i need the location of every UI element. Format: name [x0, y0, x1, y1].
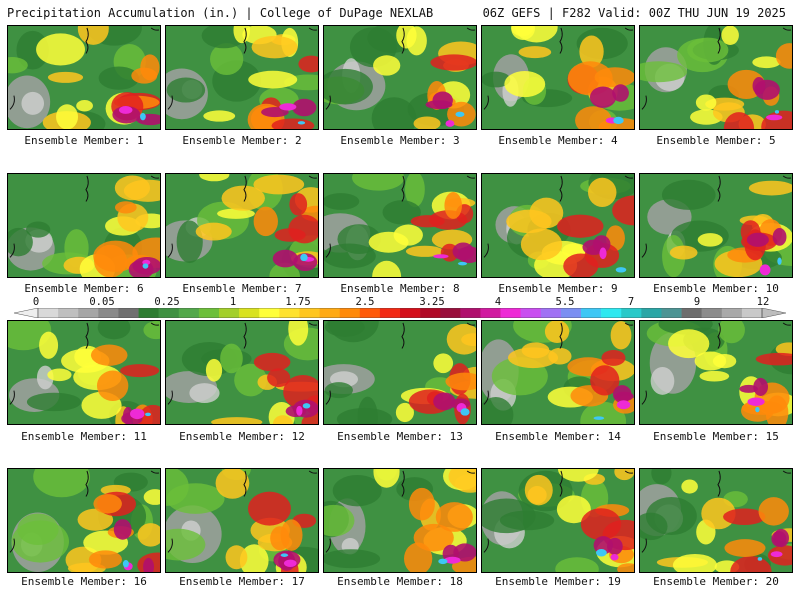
member-caption-15: Ensemble Member: 15: [653, 430, 779, 443]
member-caption-16: Ensemble Member: 16: [21, 575, 147, 588]
colorbar-cell: [339, 308, 361, 318]
colorbar-cell: [601, 308, 622, 318]
colorbar-cell: [98, 308, 119, 318]
member-caption-17: Ensemble Member: 17: [179, 575, 305, 588]
colorbar-cell: [701, 308, 723, 318]
colorbar-cell: [58, 308, 79, 318]
colorbar-cell: [440, 308, 461, 318]
member-caption-8: Ensemble Member: 8: [340, 282, 460, 295]
colorbar-cell: [741, 308, 763, 318]
colorbar-tick-label: 1: [229, 296, 237, 308]
ensemble-map-16: [7, 468, 161, 573]
member-caption-20: Ensemble Member: 20: [653, 575, 779, 588]
ensemble-map-3: [323, 25, 477, 130]
colorbar-cell: [118, 308, 139, 318]
member-caption-13: Ensemble Member: 13: [337, 430, 463, 443]
colorbar-cell: [219, 308, 240, 318]
colorbar-tick-label: 9: [693, 296, 701, 308]
colorbar-cell: [379, 308, 401, 318]
colorbar-tick-label: 0: [32, 296, 40, 308]
colorbar-tick-label: 12: [756, 296, 770, 308]
ensemble-map-1: [7, 25, 161, 130]
member-caption-12: Ensemble Member: 12: [179, 430, 305, 443]
ensemble-map-17: [165, 468, 319, 573]
colorbar-cell: [78, 308, 99, 318]
member-caption-6: Ensemble Member: 6: [24, 282, 144, 295]
colorbar-cell: [560, 308, 582, 318]
colorbar-tick-label: 0.25: [154, 296, 180, 308]
colorbar-cell: [721, 308, 743, 318]
colorbar-tick-label: 2.5: [355, 296, 375, 308]
colorbar-cell: [621, 308, 642, 318]
colorbar-min-arrow: [14, 308, 39, 318]
colorbar-cell: [299, 308, 320, 318]
member-caption-14: Ensemble Member: 14: [495, 430, 621, 443]
ensemble-map-4: [481, 25, 635, 130]
colorbar-cell: [400, 308, 421, 318]
ensemble-map-19: [481, 468, 635, 573]
ensemble-map-2: [165, 25, 319, 130]
colorbar-cell: [38, 308, 59, 318]
member-caption-1: Ensemble Member: 1: [24, 134, 144, 147]
colorbar-tick-label: 0.05: [89, 296, 115, 308]
ensemble-map-5: [639, 25, 793, 130]
colorbar-tick-label: 3.25: [419, 296, 445, 308]
colorbar-cell: [198, 308, 220, 318]
map-title: Precipitation Accumulation (in.) | Colle…: [7, 6, 434, 20]
colorbar-cell: [460, 308, 481, 318]
ensemble-map-18: [323, 468, 477, 573]
ensemble-map-9: [481, 173, 635, 278]
member-caption-18: Ensemble Member: 18: [337, 575, 463, 588]
colorbar-cell: [581, 308, 602, 318]
colorbar-cell: [520, 308, 542, 318]
member-caption-11: Ensemble Member: 11: [21, 430, 147, 443]
ensemble-map-8: [323, 173, 477, 278]
colorbar-cell: [500, 308, 521, 318]
colorbar-tick-label: 5.5: [555, 296, 575, 308]
colorbar-cell: [540, 308, 562, 318]
colorbar-cell: [259, 308, 280, 318]
colorbar-cell: [480, 308, 501, 318]
member-caption-5: Ensemble Member: 5: [656, 134, 776, 147]
colorbar-cell: [681, 308, 702, 318]
ensemble-map-13: [323, 320, 477, 425]
colorbar-tick-label: 1.75: [285, 296, 311, 308]
colorbar-cell: [178, 308, 200, 318]
colorbar-cell: [359, 308, 381, 318]
colorbar-cell: [158, 308, 180, 318]
member-caption-4: Ensemble Member: 4: [498, 134, 618, 147]
colorbar-max-arrow: [761, 308, 786, 318]
colorbar-tick-label: 7: [627, 296, 635, 308]
colorbar-cell: [319, 308, 340, 318]
ensemble-map-10: [639, 173, 793, 278]
ensemble-map-7: [165, 173, 319, 278]
ensemble-map-14: [481, 320, 635, 425]
colorbar-cell: [138, 308, 159, 318]
ensemble-map-20: [639, 468, 793, 573]
member-caption-7: Ensemble Member: 7: [182, 282, 302, 295]
colorbar-cell: [641, 308, 662, 318]
ensemble-map-15: [639, 320, 793, 425]
ensemble-map-12: [165, 320, 319, 425]
colorbar-cell: [279, 308, 300, 318]
ensemble-map-6: [7, 173, 161, 278]
colorbar-cell: [239, 308, 260, 318]
color-scale-bar: [14, 308, 786, 318]
colorbar-cell: [420, 308, 441, 318]
member-caption-10: Ensemble Member: 10: [653, 282, 779, 295]
member-caption-2: Ensemble Member: 2: [182, 134, 302, 147]
colorbar-tick-label: 4: [494, 296, 502, 308]
member-caption-9: Ensemble Member: 9: [498, 282, 618, 295]
member-caption-3: Ensemble Member: 3: [340, 134, 460, 147]
member-caption-19: Ensemble Member: 19: [495, 575, 621, 588]
colorbar-cell: [661, 308, 682, 318]
ensemble-map-11: [7, 320, 161, 425]
model-run-info: 06Z GEFS | F282 Valid: 00Z THU JUN 19 20…: [482, 6, 786, 20]
